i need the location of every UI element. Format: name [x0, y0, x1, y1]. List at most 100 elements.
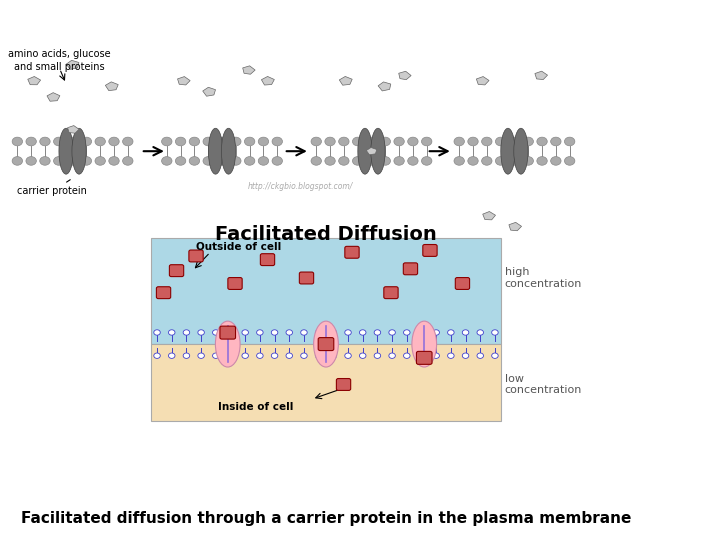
Circle shape	[325, 137, 336, 146]
Circle shape	[301, 353, 307, 359]
Circle shape	[228, 330, 234, 335]
FancyBboxPatch shape	[403, 263, 418, 275]
Circle shape	[537, 157, 547, 165]
Circle shape	[421, 157, 432, 165]
Ellipse shape	[371, 128, 385, 174]
Circle shape	[433, 330, 439, 335]
Circle shape	[189, 137, 199, 146]
Circle shape	[448, 353, 454, 359]
Circle shape	[462, 353, 469, 359]
Polygon shape	[47, 93, 60, 101]
Circle shape	[380, 137, 390, 146]
Circle shape	[26, 137, 36, 146]
Circle shape	[154, 353, 161, 359]
Circle shape	[345, 330, 351, 335]
Circle shape	[408, 137, 418, 146]
Text: http://ckgbio.blogspot.com/: http://ckgbio.blogspot.com/	[247, 182, 353, 191]
Circle shape	[564, 137, 575, 146]
Ellipse shape	[221, 128, 235, 174]
Circle shape	[183, 353, 189, 359]
FancyBboxPatch shape	[300, 272, 314, 284]
Polygon shape	[378, 82, 391, 91]
Circle shape	[394, 157, 405, 165]
Circle shape	[537, 137, 547, 146]
Circle shape	[168, 330, 175, 335]
Text: Outside of cell: Outside of cell	[196, 242, 281, 252]
Circle shape	[258, 137, 269, 146]
Circle shape	[338, 157, 349, 165]
Circle shape	[492, 330, 498, 335]
Circle shape	[122, 157, 133, 165]
Text: Facilitated Diffusion: Facilitated Diffusion	[215, 225, 437, 245]
Circle shape	[418, 353, 425, 359]
Circle shape	[315, 330, 322, 335]
Circle shape	[551, 137, 561, 146]
Circle shape	[122, 137, 133, 146]
Polygon shape	[243, 66, 255, 74]
Circle shape	[403, 330, 410, 335]
Text: Facilitated diffusion through a carrier protein in the plasma membrane: Facilitated diffusion through a carrier …	[21, 511, 631, 526]
Circle shape	[230, 137, 241, 146]
Circle shape	[40, 137, 50, 146]
Circle shape	[408, 157, 418, 165]
Circle shape	[421, 137, 432, 146]
Circle shape	[168, 353, 175, 359]
Circle shape	[212, 353, 219, 359]
Circle shape	[353, 157, 363, 165]
Polygon shape	[477, 77, 489, 85]
Polygon shape	[366, 147, 377, 155]
Polygon shape	[261, 77, 274, 85]
Circle shape	[403, 353, 410, 359]
Circle shape	[454, 137, 464, 146]
Circle shape	[244, 157, 255, 165]
Ellipse shape	[501, 128, 515, 174]
Ellipse shape	[72, 128, 86, 174]
Circle shape	[256, 353, 263, 359]
Circle shape	[40, 157, 50, 165]
Circle shape	[256, 330, 263, 335]
Circle shape	[154, 330, 161, 335]
Ellipse shape	[358, 128, 372, 174]
Circle shape	[81, 137, 91, 146]
Circle shape	[203, 137, 213, 146]
Circle shape	[477, 330, 484, 335]
Circle shape	[551, 157, 561, 165]
Polygon shape	[509, 222, 521, 231]
Polygon shape	[68, 126, 79, 133]
Circle shape	[217, 137, 228, 146]
Circle shape	[53, 157, 64, 165]
Circle shape	[462, 330, 469, 335]
Circle shape	[359, 353, 366, 359]
FancyBboxPatch shape	[318, 338, 334, 350]
Text: high
concentration: high concentration	[505, 267, 582, 289]
Circle shape	[394, 137, 405, 146]
Circle shape	[242, 330, 248, 335]
Circle shape	[366, 157, 377, 165]
Circle shape	[109, 157, 120, 165]
Circle shape	[359, 330, 366, 335]
Polygon shape	[482, 212, 495, 220]
FancyBboxPatch shape	[150, 344, 501, 421]
Circle shape	[272, 157, 282, 165]
Circle shape	[495, 157, 506, 165]
FancyBboxPatch shape	[455, 278, 469, 289]
Circle shape	[228, 353, 234, 359]
Circle shape	[242, 353, 248, 359]
Circle shape	[161, 157, 172, 165]
Circle shape	[198, 353, 204, 359]
Circle shape	[330, 330, 336, 335]
FancyBboxPatch shape	[416, 352, 432, 365]
Circle shape	[258, 157, 269, 165]
Circle shape	[301, 330, 307, 335]
Circle shape	[482, 137, 492, 146]
Circle shape	[26, 157, 36, 165]
Circle shape	[454, 157, 464, 165]
Circle shape	[203, 157, 213, 165]
Circle shape	[468, 137, 478, 146]
Circle shape	[523, 157, 534, 165]
FancyBboxPatch shape	[189, 250, 203, 262]
Text: amino acids, glucose: amino acids, glucose	[8, 49, 111, 59]
FancyBboxPatch shape	[423, 245, 437, 256]
Ellipse shape	[215, 321, 240, 367]
Circle shape	[53, 137, 64, 146]
